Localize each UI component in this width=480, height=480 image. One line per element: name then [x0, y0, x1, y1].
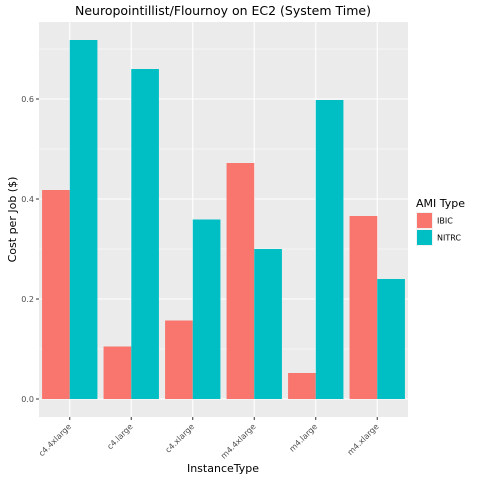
x-tick-label: c4.4xlarge: [37, 422, 73, 458]
x-tick-label: c4.xlarge: [164, 422, 197, 455]
bars: [42, 40, 405, 399]
bar-ibic-c4-xlarge: [165, 320, 193, 399]
y-axis-title: Cost per Job ($): [6, 177, 19, 263]
bar-ibic-m4-xlarge: [349, 216, 378, 399]
bar-nitrc-m4-4xlarge: [254, 249, 282, 399]
x-tick-label: m4.xlarge: [346, 422, 381, 457]
bar-ibic-c4-4xlarge: [42, 190, 70, 399]
x-tick-label: m4.large: [288, 422, 320, 454]
legend-key-ibic: [417, 213, 432, 228]
bar-ibic-c4-large: [103, 346, 132, 399]
y-tick-label: 0.6: [21, 95, 34, 104]
bar-nitrc-m4-xlarge: [377, 279, 405, 399]
x-tick-label: c4.large: [105, 422, 134, 451]
x-axis-title: InstanceType: [187, 462, 259, 475]
legend: AMI Type IBIC NITRC: [416, 197, 465, 246]
legend-title: AMI Type: [416, 197, 465, 210]
legend-label-ibic: IBIC: [437, 217, 453, 226]
y-tick-label: 0.0: [21, 395, 34, 404]
bar-nitrc-m4-large: [315, 100, 344, 399]
y-tick-label: 0.4: [21, 195, 34, 204]
bar-nitrc-c4-large: [131, 69, 159, 399]
bar-nitrc-c4-4xlarge: [69, 40, 98, 399]
y-axis: 0.0 0.2 0.4 0.6: [21, 95, 39, 404]
x-axis: c4.4xlarge c4.large c4.xlarge m4.4xlarge m4.…: [37, 417, 381, 461]
bar-nitrc-c4-xlarge: [192, 219, 221, 399]
y-tick-label: 0.2: [21, 295, 34, 304]
legend-key-nitrc: [417, 230, 432, 245]
x-tick-label: m4.4xlarge: [219, 422, 258, 461]
plot-panel: [39, 22, 408, 417]
bar-ibic-m4-large: [288, 373, 316, 399]
chart-title: Neuropointillist/Flournoy on EC2 (System…: [75, 3, 371, 18]
legend-label-nitrc: NITRC: [437, 234, 461, 243]
bar-ibic-m4-4xlarge: [226, 163, 255, 399]
